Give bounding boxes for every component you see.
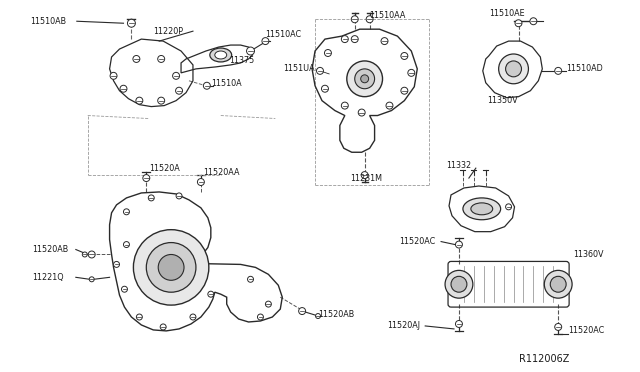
Text: 11510AB: 11510AB — [30, 17, 67, 26]
Text: 11520AC: 11520AC — [568, 326, 604, 336]
Circle shape — [176, 193, 182, 199]
Circle shape — [361, 171, 368, 179]
Ellipse shape — [463, 198, 500, 220]
Circle shape — [147, 243, 196, 292]
Circle shape — [83, 252, 87, 257]
Circle shape — [136, 97, 143, 104]
Circle shape — [113, 262, 120, 267]
Text: 11520A: 11520A — [149, 164, 180, 173]
Circle shape — [160, 324, 166, 330]
Circle shape — [148, 195, 154, 201]
Circle shape — [506, 204, 511, 210]
Circle shape — [158, 254, 184, 280]
Text: 11510A: 11510A — [211, 79, 241, 88]
Circle shape — [157, 97, 164, 104]
Text: 11510AE: 11510AE — [489, 9, 524, 18]
Circle shape — [317, 67, 323, 74]
Circle shape — [550, 276, 566, 292]
Text: 11375: 11375 — [228, 57, 254, 65]
Circle shape — [246, 47, 255, 55]
Circle shape — [506, 61, 522, 77]
Circle shape — [257, 314, 264, 320]
Circle shape — [262, 38, 269, 45]
Circle shape — [204, 82, 211, 89]
Circle shape — [555, 67, 562, 74]
Circle shape — [555, 324, 562, 330]
Circle shape — [366, 16, 373, 23]
Circle shape — [401, 52, 408, 60]
Circle shape — [321, 85, 328, 92]
Text: 11520AB: 11520AB — [32, 245, 68, 254]
Text: 11510AC: 11510AC — [266, 30, 301, 39]
Text: 11520AC: 11520AC — [399, 237, 436, 246]
Circle shape — [266, 301, 271, 307]
Text: 11220P: 11220P — [153, 27, 183, 36]
Circle shape — [89, 277, 94, 282]
Circle shape — [127, 19, 136, 27]
Circle shape — [456, 321, 463, 327]
Circle shape — [208, 291, 214, 297]
Circle shape — [122, 286, 127, 292]
Circle shape — [386, 102, 393, 109]
Text: 11510AD: 11510AD — [566, 64, 603, 73]
Circle shape — [157, 55, 164, 62]
Circle shape — [110, 73, 117, 79]
Circle shape — [530, 18, 537, 25]
Circle shape — [341, 36, 348, 42]
Circle shape — [88, 251, 95, 258]
Circle shape — [248, 276, 253, 282]
Text: 1151UA: 1151UA — [284, 64, 315, 73]
Text: 11332: 11332 — [446, 161, 471, 170]
Circle shape — [124, 241, 129, 247]
Circle shape — [175, 87, 182, 94]
Text: 11231M: 11231M — [350, 174, 382, 183]
Circle shape — [347, 61, 383, 97]
Circle shape — [316, 314, 321, 318]
Circle shape — [173, 73, 180, 79]
Text: 11510AA: 11510AA — [370, 11, 406, 20]
Circle shape — [136, 314, 142, 320]
Text: 11350V: 11350V — [487, 96, 517, 105]
Circle shape — [408, 69, 415, 76]
Circle shape — [143, 174, 150, 182]
Circle shape — [190, 314, 196, 320]
Circle shape — [456, 241, 463, 248]
Text: 11360V: 11360V — [573, 250, 604, 259]
Circle shape — [401, 87, 408, 94]
Circle shape — [358, 109, 365, 116]
Circle shape — [341, 102, 348, 109]
Ellipse shape — [215, 51, 227, 59]
Circle shape — [544, 270, 572, 298]
Circle shape — [299, 308, 306, 315]
Circle shape — [197, 179, 204, 186]
Circle shape — [451, 276, 467, 292]
Circle shape — [124, 209, 129, 215]
Circle shape — [515, 20, 522, 27]
Circle shape — [120, 85, 127, 92]
Circle shape — [351, 36, 358, 42]
Circle shape — [133, 230, 209, 305]
Circle shape — [499, 54, 529, 84]
Text: R112006Z: R112006Z — [518, 354, 569, 364]
Text: 11520AJ: 11520AJ — [387, 321, 420, 330]
Text: 11520AB: 11520AB — [318, 310, 355, 318]
Text: 11520AA: 11520AA — [203, 168, 239, 177]
Circle shape — [351, 16, 358, 23]
Circle shape — [133, 55, 140, 62]
Circle shape — [445, 270, 473, 298]
Circle shape — [355, 69, 374, 89]
Circle shape — [361, 75, 369, 83]
Ellipse shape — [210, 48, 232, 62]
Circle shape — [381, 38, 388, 45]
Ellipse shape — [471, 203, 493, 215]
Circle shape — [324, 49, 332, 57]
Text: 11221Q: 11221Q — [32, 273, 64, 282]
